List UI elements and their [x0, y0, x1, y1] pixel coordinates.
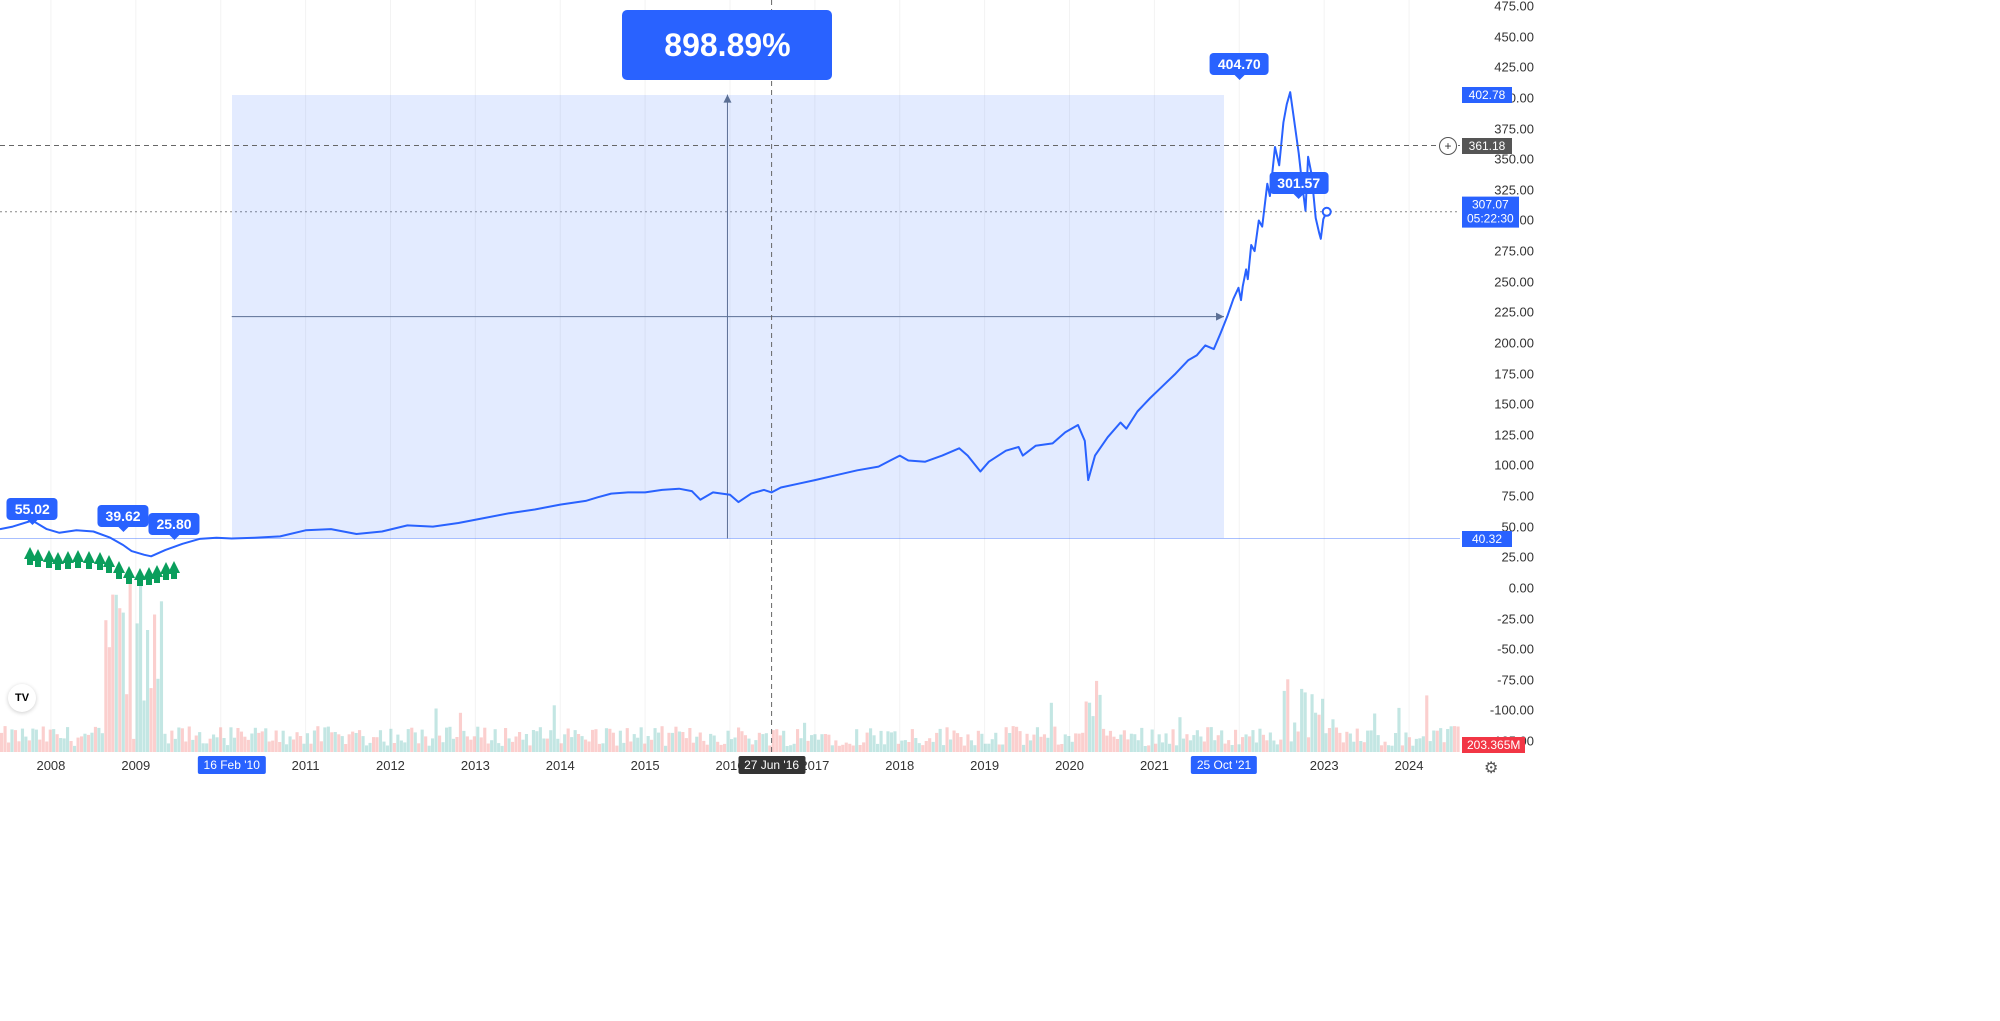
chart-settings-gear-icon[interactable]: ⚙	[1484, 758, 1504, 778]
y-axis-price-badge: 402.78	[1462, 87, 1512, 103]
percent-change-text: 898.89%	[664, 27, 790, 64]
y-axis-tick: 25.00	[1501, 550, 1534, 565]
price-point-label: 404.70	[1210, 53, 1269, 75]
x-axis[interactable]: 2008200920102011201220132014201520162017…	[0, 752, 1460, 780]
x-axis-tick: 2024	[1395, 758, 1424, 773]
price-point-label: 39.62	[98, 505, 149, 527]
x-axis-tick: 2020	[1055, 758, 1084, 773]
y-axis-tick: 75.00	[1501, 489, 1534, 504]
y-axis-price-badge: 203.365M	[1462, 737, 1525, 753]
y-axis-tick: 100.00	[1494, 458, 1534, 473]
x-axis-tick: 2012	[376, 758, 405, 773]
y-axis-price-badge: 361.18	[1462, 138, 1512, 154]
plot-area[interactable]: 55.02 39.6225.80 404.70 301.57 898.89% + TV	[0, 0, 1460, 752]
crosshair-lines	[0, 0, 1460, 752]
y-axis-price-badge: 40.32	[1462, 531, 1512, 547]
x-axis-tick: 2009	[121, 758, 150, 773]
x-axis-highlight-tick: 25 Oct '21	[1191, 756, 1257, 774]
y-axis-tick: 350.00	[1494, 152, 1534, 167]
crosshair-add-icon[interactable]: +	[1439, 137, 1457, 155]
price-point-label: 25.80	[148, 513, 199, 535]
y-axis-tick: 200.00	[1494, 335, 1534, 350]
x-axis-tick: 2015	[631, 758, 660, 773]
y-axis-tick: 150.00	[1494, 397, 1534, 412]
y-axis-tick: 450.00	[1494, 29, 1534, 44]
x-axis-tick: 2011	[292, 758, 320, 773]
price-chart[interactable]: 55.02 39.6225.80 404.70 301.57 898.89% + TV…	[0, 0, 2000, 1021]
y-axis-tick: -50.00	[1497, 642, 1534, 657]
x-axis-tick: 2013	[461, 758, 490, 773]
y-axis-tick: 250.00	[1494, 274, 1534, 289]
y-axis-tick: 425.00	[1494, 60, 1534, 75]
y-axis[interactable]: -125.00-100.00-75.00-50.00-25.000.0025.0…	[1460, 0, 1540, 752]
price-point-label: 55.02	[7, 498, 58, 520]
x-axis-tick: 2023	[1310, 758, 1339, 773]
y-axis-tick: 375.00	[1494, 121, 1534, 136]
y-axis-tick: -100.00	[1490, 703, 1534, 718]
y-axis-tick: 175.00	[1494, 366, 1534, 381]
y-axis-tick: 125.00	[1494, 427, 1534, 442]
x-axis-tick: 2018	[885, 758, 914, 773]
y-axis-tick: 225.00	[1494, 305, 1534, 320]
x-axis-tick: 2008	[36, 758, 65, 773]
buy-arrow-icon	[168, 561, 180, 573]
y-axis-price-badge: 307.0705:22:30	[1462, 196, 1519, 227]
y-axis-tick: 275.00	[1494, 244, 1534, 259]
y-axis-tick: 475.00	[1494, 0, 1534, 14]
x-axis-tick: 2021	[1140, 758, 1169, 773]
tradingview-logo-icon[interactable]: TV	[8, 684, 36, 712]
percent-change-callout: 898.89%	[622, 10, 832, 80]
y-axis-tick: -75.00	[1497, 672, 1534, 687]
y-axis-tick: -25.00	[1497, 611, 1534, 626]
x-axis-tick: 2019	[970, 758, 999, 773]
y-axis-tick: 0.00	[1509, 580, 1534, 595]
x-axis-tick: 2014	[546, 758, 575, 773]
price-point-label: 301.57	[1269, 172, 1328, 194]
x-axis-highlight-tick: 16 Feb '10	[198, 756, 266, 774]
y-axis-tick: 325.00	[1494, 182, 1534, 197]
x-axis-crosshair-label: 27 Jun '16	[738, 756, 805, 774]
